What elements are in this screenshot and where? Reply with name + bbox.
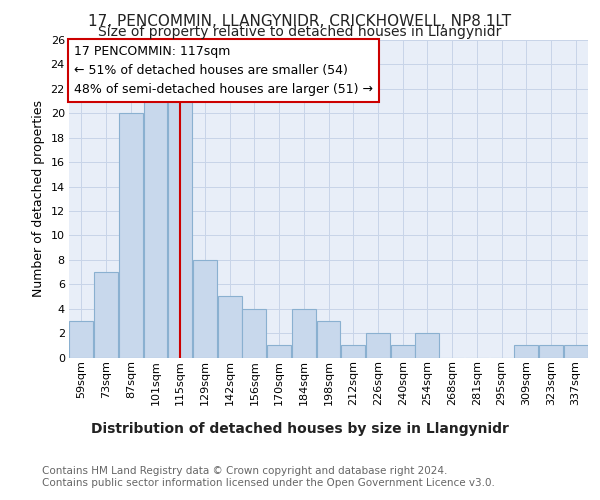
Bar: [415, 333, 439, 357]
Bar: [193, 260, 217, 358]
Bar: [292, 308, 316, 358]
Text: 17, PENCOMMIN, LLANGYNIDR, CRICKHOWELL, NP8 1LT: 17, PENCOMMIN, LLANGYNIDR, CRICKHOWELL, …: [88, 14, 512, 29]
Y-axis label: Number of detached properties: Number of detached properties: [32, 100, 45, 297]
Bar: [218, 296, 242, 358]
Bar: [391, 346, 415, 358]
Text: Size of property relative to detached houses in Llangynidr: Size of property relative to detached ho…: [98, 25, 502, 39]
Bar: [366, 333, 390, 357]
Bar: [143, 89, 167, 357]
Bar: [317, 321, 340, 358]
Text: 17 PENCOMMIN: 117sqm
← 51% of detached houses are smaller (54)
48% of semi-detac: 17 PENCOMMIN: 117sqm ← 51% of detached h…: [74, 45, 373, 96]
Bar: [119, 114, 143, 358]
Bar: [341, 346, 365, 358]
Bar: [267, 346, 291, 358]
Bar: [168, 89, 192, 357]
Bar: [70, 321, 94, 358]
Bar: [514, 346, 538, 358]
Bar: [242, 308, 266, 358]
Bar: [539, 346, 563, 358]
Bar: [563, 346, 587, 358]
Text: Contains HM Land Registry data © Crown copyright and database right 2024.
Contai: Contains HM Land Registry data © Crown c…: [42, 466, 495, 487]
Bar: [94, 272, 118, 358]
Text: Distribution of detached houses by size in Llangynidr: Distribution of detached houses by size …: [91, 422, 509, 436]
